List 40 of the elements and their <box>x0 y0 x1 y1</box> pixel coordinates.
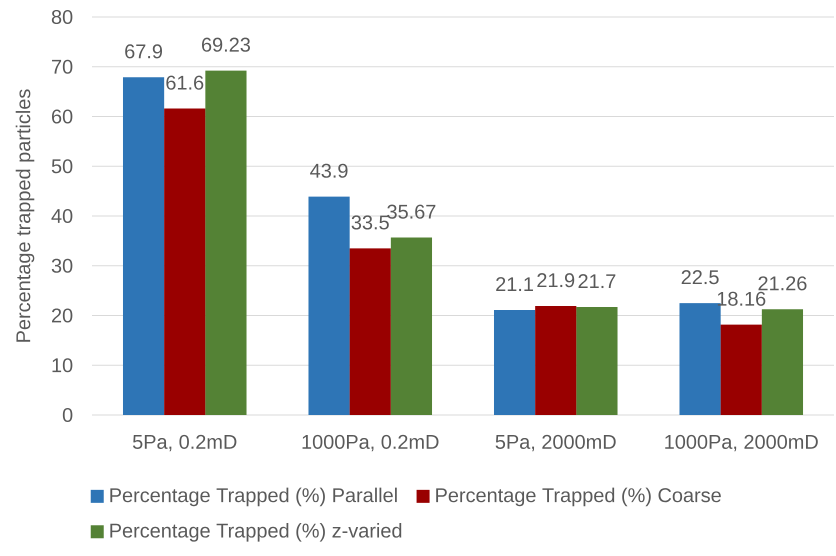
bar <box>164 108 206 415</box>
bar <box>308 196 350 415</box>
x-tick-label: 5Pa, 2000mD <box>496 434 616 452</box>
y-tick-label: 60 <box>52 109 72 124</box>
legend-label: Percentage Trapped (%) z-varied <box>110 523 402 542</box>
bar <box>576 307 618 415</box>
y-tick-label: 50 <box>52 159 72 174</box>
data-label: 21.7 <box>578 274 616 288</box>
data-label: 43.9 <box>310 164 348 178</box>
y-tick-label: 0 <box>62 408 72 422</box>
data-label: 21.26 <box>758 276 806 290</box>
bar <box>205 70 247 415</box>
x-tick-label: 1000Pa, 0.2mD <box>302 434 438 452</box>
x-tick-label: 5Pa, 0.2mD <box>132 434 236 452</box>
bar <box>535 306 576 415</box>
y-axis-title: Percentage trapped particles <box>16 89 34 342</box>
bar <box>494 310 536 415</box>
legend-label: Percentage Trapped (%) Coarse <box>436 488 721 506</box>
data-label: 33.5 <box>352 215 389 230</box>
y-tick-label: 70 <box>52 60 72 74</box>
legend-label: Percentage Trapped (%) Parallel <box>110 488 397 506</box>
y-tick-label: 20 <box>52 308 72 323</box>
data-label: 22.5 <box>682 270 719 284</box>
bar <box>122 77 164 415</box>
data-label: 21.9 <box>537 273 574 288</box>
x-tick-label: 1000Pa, 2000mD <box>665 434 818 452</box>
bar <box>762 309 804 415</box>
bar <box>350 248 391 415</box>
y-tick-label: 30 <box>52 258 72 273</box>
bar <box>390 238 432 415</box>
y-tick-label: 80 <box>52 10 72 24</box>
data-label: 67.9 <box>125 44 162 58</box>
data-label: 18.16 <box>718 292 766 306</box>
data-label: 21.1 <box>496 277 533 292</box>
bar <box>720 324 762 415</box>
data-label: 35.67 <box>387 204 436 219</box>
y-tick-label: 40 <box>51 208 72 224</box>
data-label: 61.6 <box>166 76 204 90</box>
y-tick-label: 10 <box>52 358 72 372</box>
data-label: 69.23 <box>202 38 250 52</box>
